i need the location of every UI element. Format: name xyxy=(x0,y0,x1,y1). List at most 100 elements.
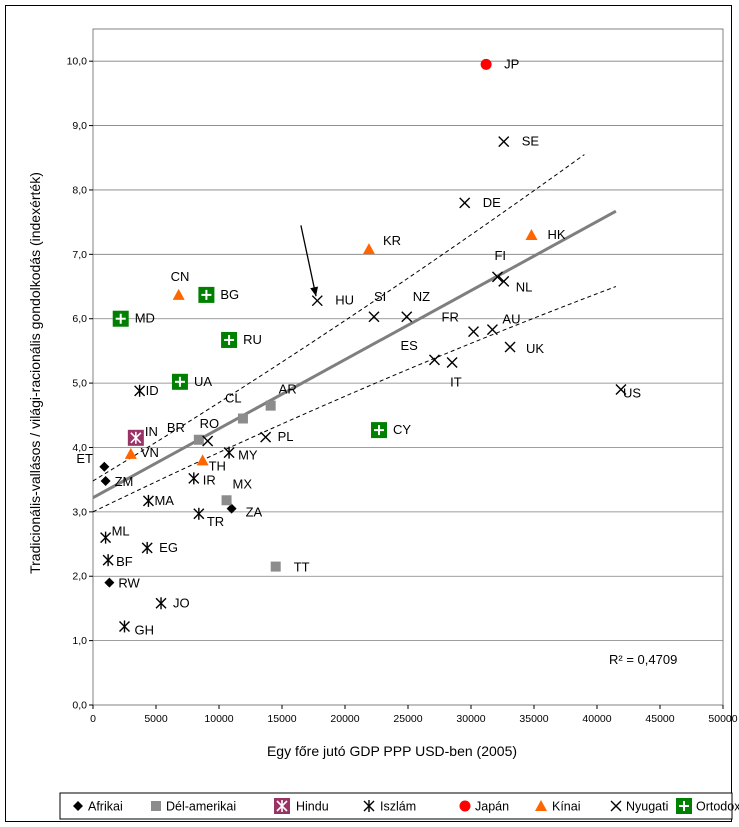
point-us xyxy=(615,384,627,396)
point-label-zm: ZM xyxy=(115,474,134,489)
point-mx xyxy=(221,495,232,506)
point-label-ma: MA xyxy=(154,493,174,508)
point-nl xyxy=(498,275,510,287)
point-rw xyxy=(104,577,115,588)
legend-label: Afrikai xyxy=(88,800,123,814)
point-fi xyxy=(491,271,503,283)
point-label-ir: IR xyxy=(203,472,216,487)
legend-label: Japán xyxy=(475,800,509,814)
x-axis-title: Egy főre jutó GDP PPP USD-ben (2005) xyxy=(267,743,517,759)
legend-marker-4 xyxy=(459,800,471,812)
point-label-pl: PL xyxy=(278,429,294,444)
y-tick-label: 10,0 xyxy=(67,56,88,68)
point-ru xyxy=(221,331,238,348)
point-jo xyxy=(155,597,167,610)
x-tick-label: 0 xyxy=(90,713,96,725)
legend: Afrikai Dél-amerikai Hindu Iszlám Japán Kínai… xyxy=(73,798,739,814)
x-tick-label: 45000 xyxy=(645,713,674,725)
point-label-us: US xyxy=(623,386,641,401)
point-ir xyxy=(188,472,200,485)
point-et xyxy=(99,461,110,472)
x-tick-label: 20000 xyxy=(330,713,359,725)
y-tick-label: 7,0 xyxy=(72,249,87,261)
point-tr xyxy=(193,507,205,520)
y-tick-label: 0,0 xyxy=(72,700,87,712)
point-label-cl: CL xyxy=(225,391,242,406)
point-label-md: MD xyxy=(135,311,155,326)
point-in xyxy=(127,429,144,446)
point-de xyxy=(459,197,471,209)
point-labels: ET ZM RW ZA BR CL AR MX TT IN ID IR MA TR ML BF EG JO GH MY… xyxy=(76,56,641,637)
point-uk xyxy=(504,341,516,353)
point-label-hk: HK xyxy=(547,227,565,242)
point-label-mx: MX xyxy=(233,476,253,491)
point-label-tr: TR xyxy=(207,514,224,529)
point-label-tt: TT xyxy=(294,560,310,575)
point-label-hu: HU xyxy=(335,293,354,308)
point-th xyxy=(196,454,209,466)
point-au xyxy=(486,324,498,336)
point-vn xyxy=(124,447,137,459)
trend-lines xyxy=(92,154,617,513)
point-label-si: SI xyxy=(374,289,386,304)
point-label-eg: EG xyxy=(159,540,178,555)
point-label-ua: UA xyxy=(194,374,212,389)
point-md xyxy=(112,310,129,327)
legend-label: Dél-amerikai xyxy=(166,800,236,814)
point-my xyxy=(223,446,235,459)
arrow-line xyxy=(300,225,317,297)
point-se xyxy=(498,136,510,148)
x-tick-label: 10000 xyxy=(204,713,233,725)
point-fr xyxy=(468,326,480,338)
point-label-jo: JO xyxy=(173,595,190,610)
point-ma xyxy=(142,494,154,507)
point-label-my: MY xyxy=(238,448,258,463)
x-tick-label: 30000 xyxy=(456,713,485,725)
trend-line xyxy=(92,209,617,500)
legend-label: Iszlám xyxy=(380,800,416,814)
point-label-id: ID xyxy=(146,383,159,398)
legend-marker-1 xyxy=(151,801,161,811)
x-tick-label: 40000 xyxy=(582,713,611,725)
point-jp xyxy=(480,58,492,70)
point-ua xyxy=(171,373,188,390)
point-label-rw: RW xyxy=(118,576,140,591)
point-label-es: ES xyxy=(400,338,418,353)
x-axis-ticks: 0 5000 10000 15000 20000 25000 30000 35000 40000… xyxy=(90,705,738,725)
point-label-gh: GH xyxy=(135,622,155,637)
point-label-ru: RU xyxy=(243,332,262,347)
point-label-ro: RO xyxy=(200,416,220,431)
point-label-et: ET xyxy=(76,451,93,466)
point-gh xyxy=(119,620,130,633)
point-label-ar: AR xyxy=(279,382,297,397)
arrow-head xyxy=(310,286,319,297)
y-tick-label: 1,0 xyxy=(72,635,87,647)
legend-label: Kínai xyxy=(552,800,581,814)
point-label-za: ZA xyxy=(246,505,263,520)
point-label-in: IN xyxy=(145,424,158,439)
point-label-de: DE xyxy=(483,195,501,210)
point-pl xyxy=(260,431,272,443)
legend-marker-6 xyxy=(610,800,622,812)
point-label-fr: FR xyxy=(442,310,459,325)
point-eg xyxy=(141,541,153,554)
point-ar xyxy=(265,400,276,411)
legend-marker-0 xyxy=(73,801,83,811)
chart-frame xyxy=(5,5,732,822)
y-axis-title: Tradicionális-vallásos / világi-racionál… xyxy=(27,172,43,574)
x-tick-label: 50000 xyxy=(708,713,737,725)
r-squared-annotation: R² = 0,4709 xyxy=(609,652,677,667)
point-label-nz: NZ xyxy=(413,289,430,304)
legend-label: Ortodox xyxy=(696,800,739,814)
y-tick-label: 9,0 xyxy=(72,120,87,132)
point-label-bg: BG xyxy=(220,287,239,302)
legend-marker-3 xyxy=(363,800,375,812)
point-ro xyxy=(202,435,214,447)
legend-marker-7 xyxy=(676,798,692,814)
x-tick-label: 5000 xyxy=(144,713,168,725)
point-label-au: AU xyxy=(502,312,520,327)
point-label-uk: UK xyxy=(526,341,544,356)
point-nz xyxy=(401,311,413,323)
point-si xyxy=(368,311,380,323)
